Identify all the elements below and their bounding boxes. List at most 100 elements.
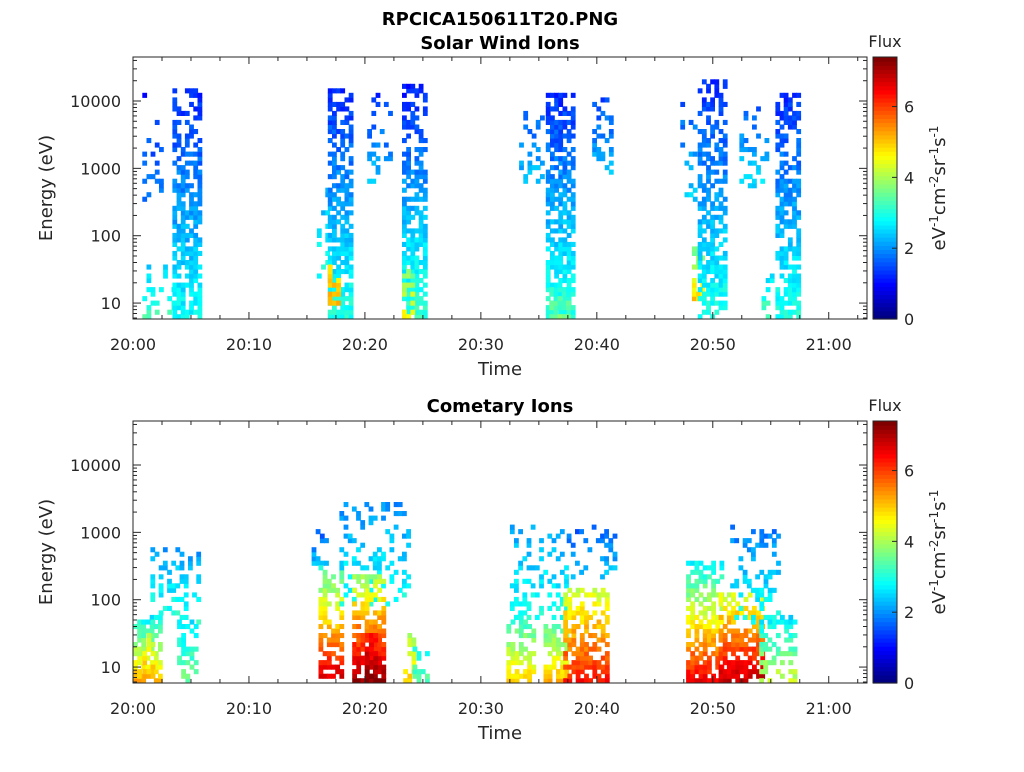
heatmap-cell bbox=[575, 587, 581, 593]
heatmap-cell bbox=[142, 669, 148, 675]
heatmap-cell bbox=[722, 205, 728, 211]
heatmap-cell bbox=[180, 305, 186, 311]
heatmap-cell bbox=[722, 678, 728, 684]
heatmap-cell bbox=[527, 678, 532, 684]
heatmap-cell bbox=[715, 619, 721, 625]
heatmap-cell bbox=[600, 574, 605, 580]
heatmap-cell bbox=[779, 183, 785, 189]
heatmap-cell bbox=[746, 547, 752, 553]
heatmap-cell bbox=[566, 300, 571, 306]
heatmap-cell bbox=[715, 678, 721, 684]
heatmap-cell bbox=[193, 669, 199, 675]
heatmap-cell bbox=[752, 605, 757, 611]
heatmap-cell bbox=[406, 133, 411, 139]
heatmap-cell bbox=[327, 97, 333, 103]
heatmap-cell bbox=[566, 282, 572, 288]
heatmap-cell bbox=[406, 106, 411, 112]
colorbar-segment bbox=[873, 106, 897, 111]
heatmap-cell bbox=[554, 241, 559, 247]
heatmap-cell bbox=[771, 551, 777, 557]
panel-cometary-ions: Cometary Ions 20:00 20:10 20:20 20:30 20:40 2… bbox=[36, 396, 950, 744]
heatmap-cell bbox=[189, 129, 194, 135]
heatmap-cell bbox=[747, 183, 753, 189]
heatmap-cell bbox=[526, 551, 532, 557]
heatmap-cell bbox=[718, 269, 724, 275]
heatmap-cell bbox=[554, 228, 559, 234]
heatmap-cell bbox=[318, 646, 324, 652]
heatmap-cell bbox=[406, 83, 411, 89]
heatmap-cell bbox=[584, 673, 589, 679]
heatmap-cell bbox=[189, 646, 195, 652]
heatmap-cell bbox=[722, 287, 728, 293]
heatmap-cell bbox=[371, 160, 377, 166]
heatmap-cell bbox=[779, 246, 785, 252]
heatmap-cell bbox=[172, 214, 178, 220]
colorbar-segment bbox=[873, 183, 897, 189]
heatmap-cell bbox=[172, 309, 178, 315]
heatmap-cell bbox=[336, 88, 341, 94]
heatmap-cell bbox=[714, 228, 720, 234]
heatmap-cell bbox=[796, 273, 802, 279]
heatmap-cell bbox=[784, 619, 789, 625]
heatmap-cell bbox=[184, 250, 190, 256]
heatmap-cell bbox=[406, 214, 411, 220]
colorbar-segment bbox=[873, 515, 897, 520]
heatmap-cell bbox=[197, 314, 203, 320]
heatmap-cell bbox=[710, 156, 715, 162]
heatmap-cell bbox=[792, 250, 797, 256]
heatmap-cell bbox=[414, 255, 420, 261]
heatmap-cell bbox=[604, 673, 610, 679]
heatmap-cell bbox=[180, 282, 186, 288]
heatmap-cell bbox=[197, 192, 203, 198]
heatmap-cell bbox=[697, 314, 703, 320]
heatmap-cell bbox=[554, 124, 559, 130]
heatmap-cell bbox=[554, 282, 559, 288]
heatmap-cell bbox=[775, 300, 781, 306]
heatmap-cell bbox=[696, 291, 701, 297]
heatmap-cell bbox=[570, 241, 576, 247]
heatmap-cell bbox=[792, 214, 797, 220]
heatmap-cell bbox=[410, 232, 416, 238]
heatmap-cell bbox=[402, 92, 407, 98]
heatmap-cell bbox=[562, 210, 568, 216]
heatmap-cell bbox=[322, 614, 328, 620]
heatmap-cell bbox=[406, 88, 411, 94]
heatmap-cell bbox=[348, 255, 354, 261]
heatmap-cell bbox=[710, 169, 715, 175]
x-tick-label: 21:00 bbox=[806, 699, 852, 718]
heatmap-cell bbox=[714, 169, 720, 175]
colorbar-segment bbox=[873, 437, 897, 443]
heatmap-cell bbox=[731, 673, 736, 679]
heatmap-cell bbox=[414, 287, 420, 293]
heatmap-cell bbox=[167, 578, 172, 584]
heatmap-cell bbox=[527, 165, 533, 171]
heatmap-cell bbox=[697, 273, 703, 279]
heatmap-cell bbox=[340, 205, 346, 211]
heatmap-cell bbox=[726, 646, 732, 652]
heatmap-cell bbox=[702, 678, 708, 684]
heatmap-cell bbox=[193, 142, 199, 148]
heatmap-cell bbox=[779, 214, 785, 220]
heatmap-cell bbox=[167, 296, 173, 302]
heatmap-cell bbox=[788, 678, 794, 684]
heatmap-cell bbox=[596, 678, 602, 684]
heatmap-cell bbox=[332, 160, 337, 166]
heatmap-cell bbox=[775, 223, 781, 229]
heatmap-cell bbox=[141, 633, 147, 639]
heatmap-cell bbox=[193, 264, 199, 270]
heatmap-cell bbox=[326, 651, 332, 657]
heatmap-cell bbox=[316, 241, 322, 247]
heatmap-cell bbox=[331, 673, 336, 679]
heatmap-cell bbox=[691, 282, 697, 288]
heatmap-cell bbox=[377, 569, 382, 575]
heatmap-cell bbox=[332, 129, 337, 135]
heatmap-cell bbox=[570, 255, 576, 261]
heatmap-cell bbox=[535, 147, 541, 153]
heatmap-cell bbox=[787, 101, 793, 107]
heatmap-cell bbox=[563, 619, 568, 625]
heatmap-cell bbox=[563, 596, 568, 602]
heatmap-cell bbox=[414, 192, 420, 198]
heatmap-cell bbox=[714, 88, 720, 94]
heatmap-cell bbox=[183, 605, 189, 611]
